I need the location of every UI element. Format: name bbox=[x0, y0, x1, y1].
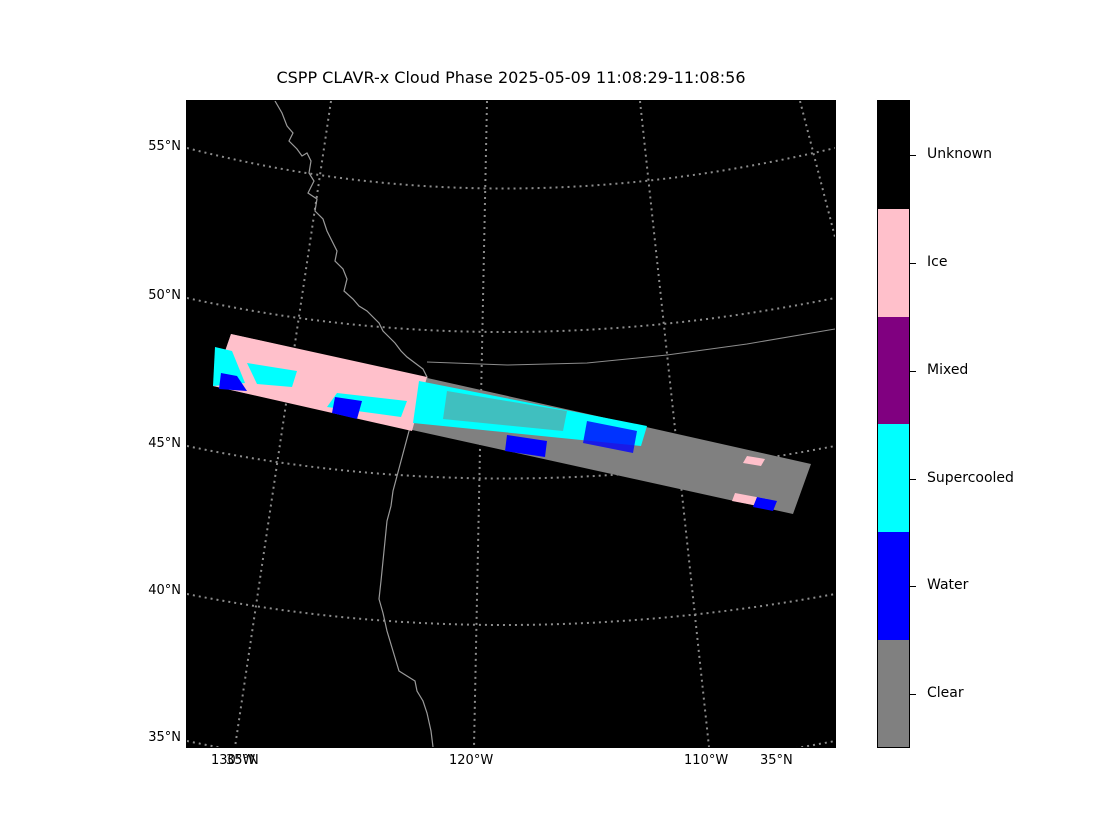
colorbar bbox=[877, 100, 910, 748]
lon-label-130w: 130°W bbox=[211, 753, 256, 768]
lon-label-110w: 110°W bbox=[684, 753, 729, 768]
lat-line-40 bbox=[187, 593, 835, 626]
lon-label-35n-right: 35°N bbox=[760, 753, 793, 768]
swath-water-c bbox=[505, 435, 547, 457]
lat-line-55 bbox=[187, 147, 835, 190]
swath-water-west bbox=[219, 373, 247, 391]
swath-water-d bbox=[583, 421, 637, 453]
lon-line-100w bbox=[799, 101, 835, 238]
coastline bbox=[274, 101, 434, 747]
colorbar-segment-unknown bbox=[878, 101, 909, 209]
lon-line-130w bbox=[234, 101, 332, 747]
colorbar-tick bbox=[910, 694, 916, 695]
swath-supercooled-d bbox=[443, 391, 567, 431]
lat-line-50 bbox=[187, 297, 835, 333]
lon-line-110w bbox=[639, 101, 710, 747]
map-title: CSPP CLAVR-x Cloud Phase 2025-05-09 11:0… bbox=[276, 68, 746, 87]
colorbar-segment-supercooled bbox=[878, 424, 909, 532]
colorbar-label-supercooled: Supercooled bbox=[927, 470, 1014, 486]
colorbar-segment-ice bbox=[878, 209, 909, 317]
lon-label-120w: 120°W bbox=[449, 753, 494, 768]
swath-supercooled-a bbox=[247, 363, 297, 387]
swath-ice-east bbox=[743, 456, 765, 466]
colorbar-label-water: Water bbox=[927, 577, 969, 593]
lat-label-50: 50°N bbox=[148, 288, 181, 303]
colorbar-label-clear: Clear bbox=[927, 685, 964, 701]
lat-line-45 bbox=[187, 445, 835, 480]
latitude-gridlines bbox=[187, 147, 835, 747]
lat-label-35: 35°N bbox=[148, 730, 181, 745]
colorbar-label-ice: Ice bbox=[927, 254, 948, 270]
swath-water-east bbox=[753, 497, 777, 511]
colorbar-segment-water bbox=[878, 532, 909, 640]
colorbar-segment-clear bbox=[878, 640, 909, 747]
colorbar-tick bbox=[910, 155, 916, 156]
map-canvas bbox=[187, 101, 835, 747]
colorbar-tick bbox=[910, 479, 916, 480]
colorbar-tick bbox=[910, 263, 916, 264]
colorbar-label-mixed: Mixed bbox=[927, 362, 969, 378]
colorbar-label-unknown: Unknown bbox=[927, 146, 992, 162]
colorbar-segment-mixed bbox=[878, 317, 909, 424]
lat-label-45: 45°N bbox=[148, 436, 181, 451]
border-line bbox=[426, 328, 835, 366]
lat-line-35 bbox=[187, 740, 835, 747]
swath-ice-west bbox=[213, 334, 427, 431]
colorbar-tick bbox=[910, 586, 916, 587]
lat-label-55: 55°N bbox=[148, 139, 181, 154]
map-panel bbox=[186, 100, 836, 748]
colorbar-tick bbox=[910, 371, 916, 372]
swath-water-b bbox=[332, 397, 362, 419]
lon-label-35n-left: 35°N bbox=[226, 753, 259, 768]
lat-label-40: 40°N bbox=[148, 583, 181, 598]
